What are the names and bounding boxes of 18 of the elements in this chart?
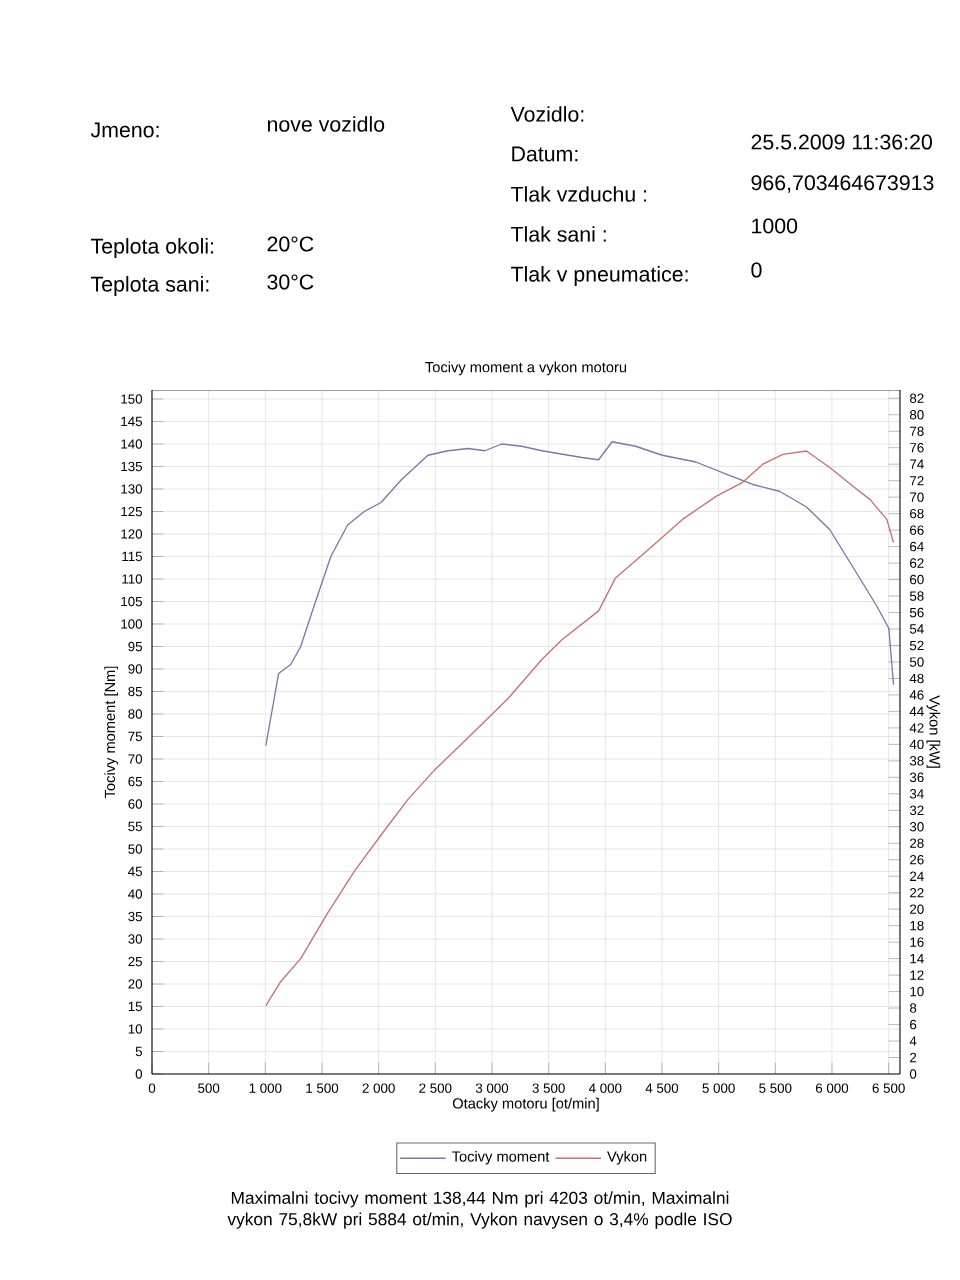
- text: Datum:: [512, 146, 578, 162]
- text: 25.5.2009 11:36:20: [751, 134, 932, 150]
- text: Tlak v pneumatice:: [510, 266, 688, 286]
- text: Tlak vzduchu :: [510, 186, 647, 202]
- text: 966,703464673913: [751, 175, 934, 193]
- text: nove vozidlo: [267, 116, 385, 132]
- line-series: [265, 441, 895, 747]
- text: 30°C: [267, 274, 314, 290]
- text: Teplota okoli:: [90, 238, 214, 258]
- text: Vozidlo:: [510, 106, 584, 122]
- text: Teplota sani:: [90, 276, 209, 296]
- text: Tlak sani :: [510, 226, 606, 242]
- text: Jmeno:: [90, 122, 159, 138]
- text: 0: [751, 262, 762, 278]
- text: 1000: [752, 218, 798, 234]
- text: 20°C: [267, 236, 314, 252]
- line-series: [265, 450, 895, 1007]
- text: Maximalni tocivy moment 138,44 Nm pri 4203 ot/min, Maximalni vykon 75,8kW pri 5884 ot/min, Vykon navysen o 3,4% podle ISO: [227, 1191, 732, 1229]
